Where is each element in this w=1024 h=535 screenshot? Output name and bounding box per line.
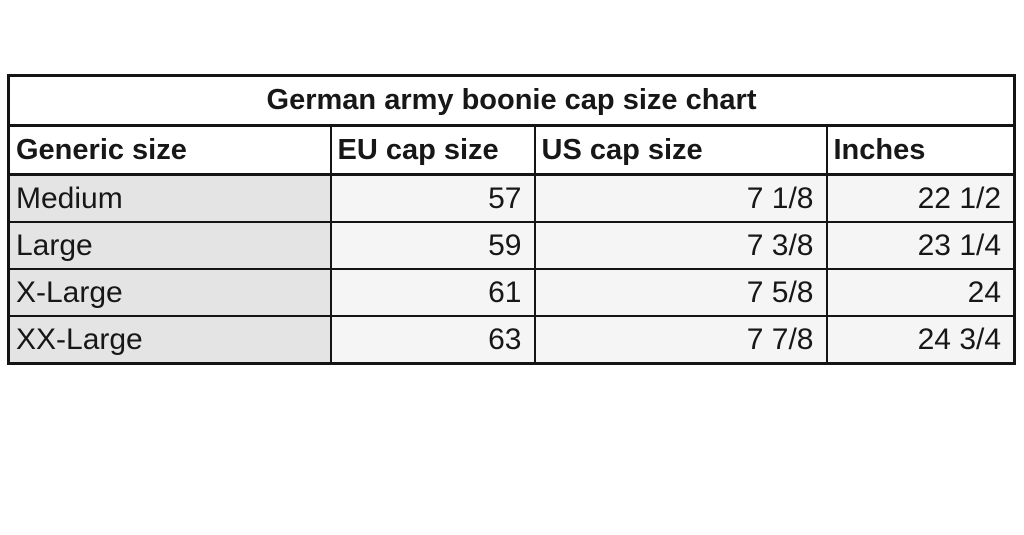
- cell-us-cap-size: 7 3/8: [533, 221, 828, 270]
- cell-eu-cap-size: 61: [329, 268, 536, 317]
- table-row-xx-large: XX-Large 63 7 7/8 24 3/4: [7, 315, 1016, 365]
- cell-eu-cap-size: 57: [329, 173, 536, 223]
- table-header-row: Generic size EU cap size US cap size Inc…: [7, 124, 1016, 176]
- cell-generic-size: XX-Large: [7, 315, 332, 365]
- table-row-medium: Medium 57 7 1/8 22 1/2: [7, 173, 1016, 223]
- cell-inches: 24: [825, 268, 1016, 317]
- cell-generic-size: X-Large: [7, 268, 332, 317]
- cell-inches: 24 3/4: [825, 315, 1016, 365]
- table-row-x-large: X-Large 61 7 5/8 24: [7, 268, 1016, 317]
- table-title-row: German army boonie cap size chart: [7, 74, 1016, 127]
- column-header-inches: Inches: [825, 124, 1016, 176]
- cell-eu-cap-size: 59: [329, 221, 536, 270]
- column-header-us-cap-size: US cap size: [533, 124, 828, 176]
- cell-eu-cap-size: 63: [329, 315, 536, 365]
- cell-inches: 22 1/2: [825, 173, 1016, 223]
- cell-inches: 23 1/4: [825, 221, 1016, 270]
- table-title: German army boonie cap size chart: [7, 74, 1016, 127]
- size-chart-table: German army boonie cap size chart Generi…: [7, 74, 1017, 365]
- cell-us-cap-size: 7 7/8: [533, 315, 828, 365]
- cell-us-cap-size: 7 5/8: [533, 268, 828, 317]
- table-row-large: Large 59 7 3/8 23 1/4: [7, 221, 1016, 270]
- cell-generic-size: Large: [7, 221, 332, 270]
- column-header-eu-cap-size: EU cap size: [329, 124, 536, 176]
- column-header-generic-size: Generic size: [7, 124, 332, 176]
- cell-us-cap-size: 7 1/8: [533, 173, 828, 223]
- cell-generic-size: Medium: [7, 173, 332, 223]
